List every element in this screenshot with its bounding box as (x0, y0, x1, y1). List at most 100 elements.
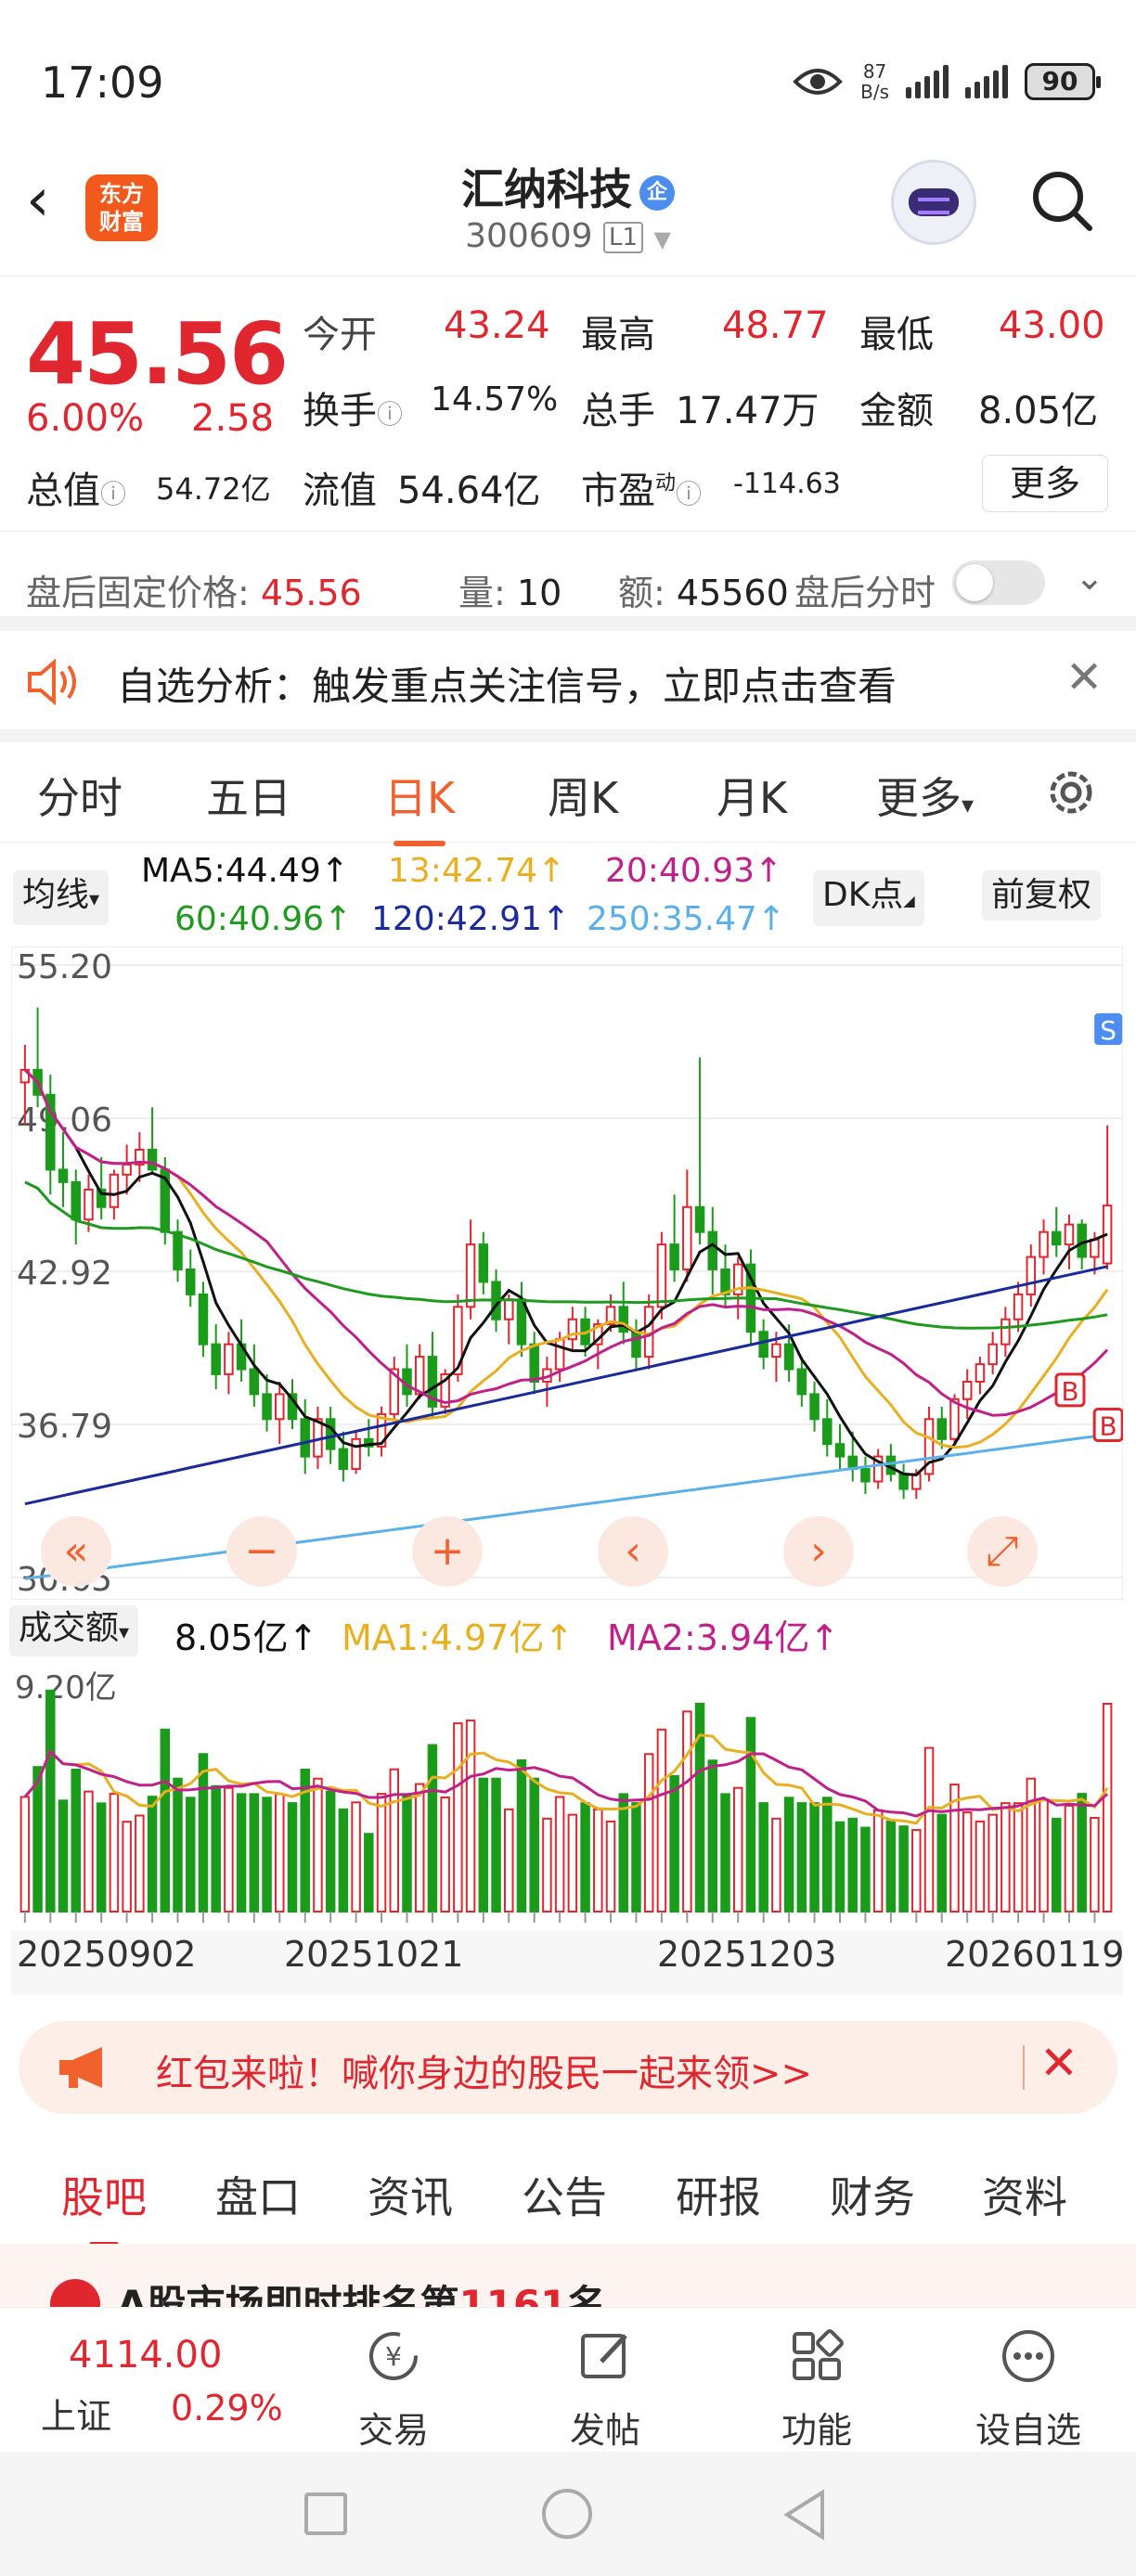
volume-bar (593, 1808, 603, 1913)
add-watchlist-button[interactable]: 设自选 (954, 2326, 1103, 2453)
candle-body (554, 1338, 565, 1371)
signal-icon (906, 65, 949, 98)
sell-marker-box (1094, 1013, 1123, 1045)
volume-chart[interactable]: 9.20亿 (11, 1661, 1123, 1930)
tab-more[interactable]: 更多▾ (876, 765, 974, 826)
tab-five-day[interactable]: 五日 (206, 773, 291, 823)
tab-finance[interactable]: 财务 (830, 2172, 915, 2222)
mktcap-label-text: 总值 (26, 470, 100, 512)
float-label: 流值 (303, 470, 377, 512)
tab-guba[interactable]: 股吧 (61, 2164, 147, 2248)
chart-control-button[interactable]: ‹ (598, 1516, 668, 1587)
rank-banner[interactable]: A股市场即时排名第1161名 (0, 2244, 1136, 2311)
volume-bar (71, 1768, 81, 1913)
tab-daily-k[interactable]: 日K (384, 765, 455, 846)
chart-control-bg (41, 1516, 111, 1587)
volume-bar (847, 1817, 858, 1913)
candle-body (414, 1356, 425, 1396)
trade-button[interactable]: ¥ 交易 (319, 2326, 468, 2453)
candle-body (364, 1437, 374, 1448)
candle-body (783, 1343, 794, 1371)
candle-body (389, 1368, 400, 1415)
buy-marker-box (1054, 1372, 1086, 1408)
recent-apps-button[interactable] (304, 2492, 347, 2535)
close-icon[interactable]: ✕ (1065, 651, 1104, 703)
stock-name: 汇纳科技 (461, 164, 632, 214)
tab-profile[interactable]: 资料 (982, 2172, 1067, 2222)
chart-control-button[interactable]: « (41, 1516, 111, 1587)
volume-bar (478, 1777, 489, 1913)
post-button[interactable]: 发帖 (531, 2326, 679, 2453)
volume-bar (402, 1793, 412, 1913)
volume-legend-row: 成交额▾ 8.05亿↑ MA1:4.97亿↑ MA2:3.94亿↑ (0, 1604, 1136, 1659)
index-widget[interactable]: 4114.00 上证 0.29% (37, 2330, 297, 2437)
high-label: 最高 (581, 314, 655, 356)
net-speed: 87 B/s (860, 61, 889, 102)
info-icon[interactable]: ⓘ (100, 479, 127, 509)
candle-body (440, 1372, 450, 1408)
volume-bar (211, 1784, 221, 1913)
candle-body (656, 1243, 667, 1308)
volume-bar (249, 1793, 260, 1913)
volume-indicator-selector[interactable]: 成交额▾ (9, 1605, 139, 1656)
rank-number: 1161 (458, 2282, 568, 2311)
volume-bar (809, 1802, 820, 1913)
volume-bar (618, 1793, 628, 1913)
candle-body (122, 1164, 132, 1176)
back-nav-icon[interactable] (781, 2489, 830, 2541)
back-button[interactable]: ‹ (26, 166, 50, 235)
yuan-exchange-icon: ¥ (369, 2332, 418, 2380)
settings-gear-icon[interactable] (1041, 763, 1101, 822)
adjust-button[interactable]: 前复权 (982, 870, 1102, 921)
high-value: 48.77 (722, 304, 829, 347)
search-icon[interactable] (1028, 167, 1095, 234)
promo-banner[interactable]: 红包来啦！喊你身边的股民一起来领>> ✕ (19, 2021, 1117, 2114)
tab-announcements[interactable]: 公告 (522, 2172, 607, 2222)
close-icon[interactable]: ✕ (1039, 2036, 1078, 2090)
watchlist-notice[interactable]: 自选分析：触发重点关注信号，立即点击查看 ✕ (0, 633, 1136, 729)
info-icon[interactable]: ⓘ (377, 399, 404, 430)
candle-body (694, 1205, 705, 1233)
ai-assistant-avatar[interactable] (891, 160, 976, 245)
chart-control-button[interactable]: › (783, 1516, 854, 1587)
candle-body (1039, 1230, 1049, 1258)
candle-body (338, 1448, 349, 1471)
candle-body (211, 1343, 221, 1375)
after-hours-toggle[interactable] (952, 560, 1045, 605)
app-logo[interactable]: 东方 财富 (85, 174, 158, 241)
ma60-line (24, 1180, 1108, 1330)
dk-point-button[interactable]: DK点◢ (813, 870, 924, 926)
more-button[interactable]: 更多 (982, 455, 1108, 512)
candle-body (1013, 1293, 1024, 1320)
section-gap (0, 616, 1136, 631)
volume-bar (19, 1796, 31, 1913)
chart-control-button[interactable]: + (412, 1516, 483, 1587)
tab-research[interactable]: 研报 (676, 2172, 761, 2222)
ma13-line (23, 1068, 1109, 1449)
tab-news[interactable]: 资讯 (368, 2172, 453, 2222)
tab-monthly-k[interactable]: 月K (716, 773, 788, 823)
candle-body (45, 1093, 56, 1171)
volume-bar (745, 1717, 756, 1913)
chart-control-bg (412, 1516, 483, 1587)
chevron-down-icon[interactable]: ⌄ (1075, 557, 1104, 598)
indicator-selector[interactable]: 均线▾ (13, 870, 110, 925)
volume-ma2: MA2:3.94亿↑ (607, 1617, 840, 1658)
tab-intraday[interactable]: 分时 (37, 773, 123, 823)
info-icon[interactable]: ⓘ (676, 479, 703, 509)
volume-bar (427, 1744, 438, 1913)
volume-bar (988, 1813, 998, 1913)
volume-bar (109, 1793, 120, 1913)
function-button[interactable]: 功能 (742, 2326, 891, 2453)
edit-post-icon (581, 2334, 627, 2378)
buy-marker-box (1092, 1408, 1123, 1443)
chart-control-button[interactable]: − (226, 1516, 297, 1587)
home-button[interactable] (542, 2489, 592, 2539)
tab-order-book[interactable]: 盘口 (215, 2172, 301, 2222)
chart-control-button[interactable]: ⤢ (967, 1516, 1038, 1587)
sell-marker-text: S (1100, 1015, 1117, 1046)
tab-weekly-k[interactable]: 周K (548, 773, 619, 823)
candle-body (351, 1437, 361, 1471)
stock-code-row[interactable]: 300609 L1 ▼ (0, 217, 1136, 255)
